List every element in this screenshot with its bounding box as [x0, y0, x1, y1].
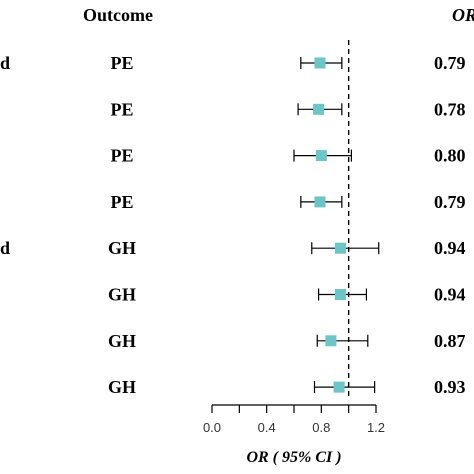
- x-tick-label: 0.4: [258, 420, 276, 435]
- row-outcome: PE: [110, 146, 133, 166]
- row-or-value: 0.94: [434, 238, 466, 258]
- or-marker: [314, 196, 326, 208]
- x-tick-label: 0.8: [312, 420, 330, 435]
- or-marker: [334, 242, 346, 254]
- row-outcome: PE: [110, 192, 133, 212]
- row-outcome: GH: [108, 238, 136, 258]
- row-or-value: 0.79: [434, 192, 466, 212]
- row-outcome: PE: [110, 99, 133, 119]
- row-outcome: PE: [110, 53, 133, 73]
- row-or-value: 0.78: [434, 99, 466, 119]
- row-or-value: 0.87: [434, 331, 466, 351]
- header-outcome: Outcome: [83, 5, 153, 25]
- row-outcome: GH: [108, 377, 136, 397]
- x-tick-label: 1.2: [367, 420, 385, 435]
- row-outcome: GH: [108, 285, 136, 305]
- header-or: OR: [452, 5, 474, 25]
- or-marker: [313, 103, 325, 115]
- x-axis: 0.0 0.4 0.8 1.2: [203, 404, 385, 435]
- row-left-label: d: [0, 53, 10, 73]
- x-axis-label: OR ( 95% CI ): [246, 449, 341, 466]
- or-marker: [333, 381, 345, 393]
- plot-layer: [293, 40, 380, 400]
- rows-layer: d PE 0.79 PE 0.78 PE 0.80 PE 0.79 d GH 0.94 GH 0.94 GH…: [0, 53, 466, 397]
- row-or-value: 0.80: [434, 146, 466, 166]
- or-marker: [325, 335, 337, 347]
- row-or-value: 0.79: [434, 53, 466, 73]
- row-or-value: 0.94: [434, 285, 466, 305]
- x-tick-label: 0.0: [203, 420, 221, 435]
- row-or-value: 0.93: [434, 377, 466, 397]
- or-marker: [314, 57, 326, 69]
- row-outcome: GH: [108, 331, 136, 351]
- or-marker: [315, 150, 327, 162]
- row-left-label: d: [0, 238, 10, 258]
- or-marker: [334, 289, 346, 300]
